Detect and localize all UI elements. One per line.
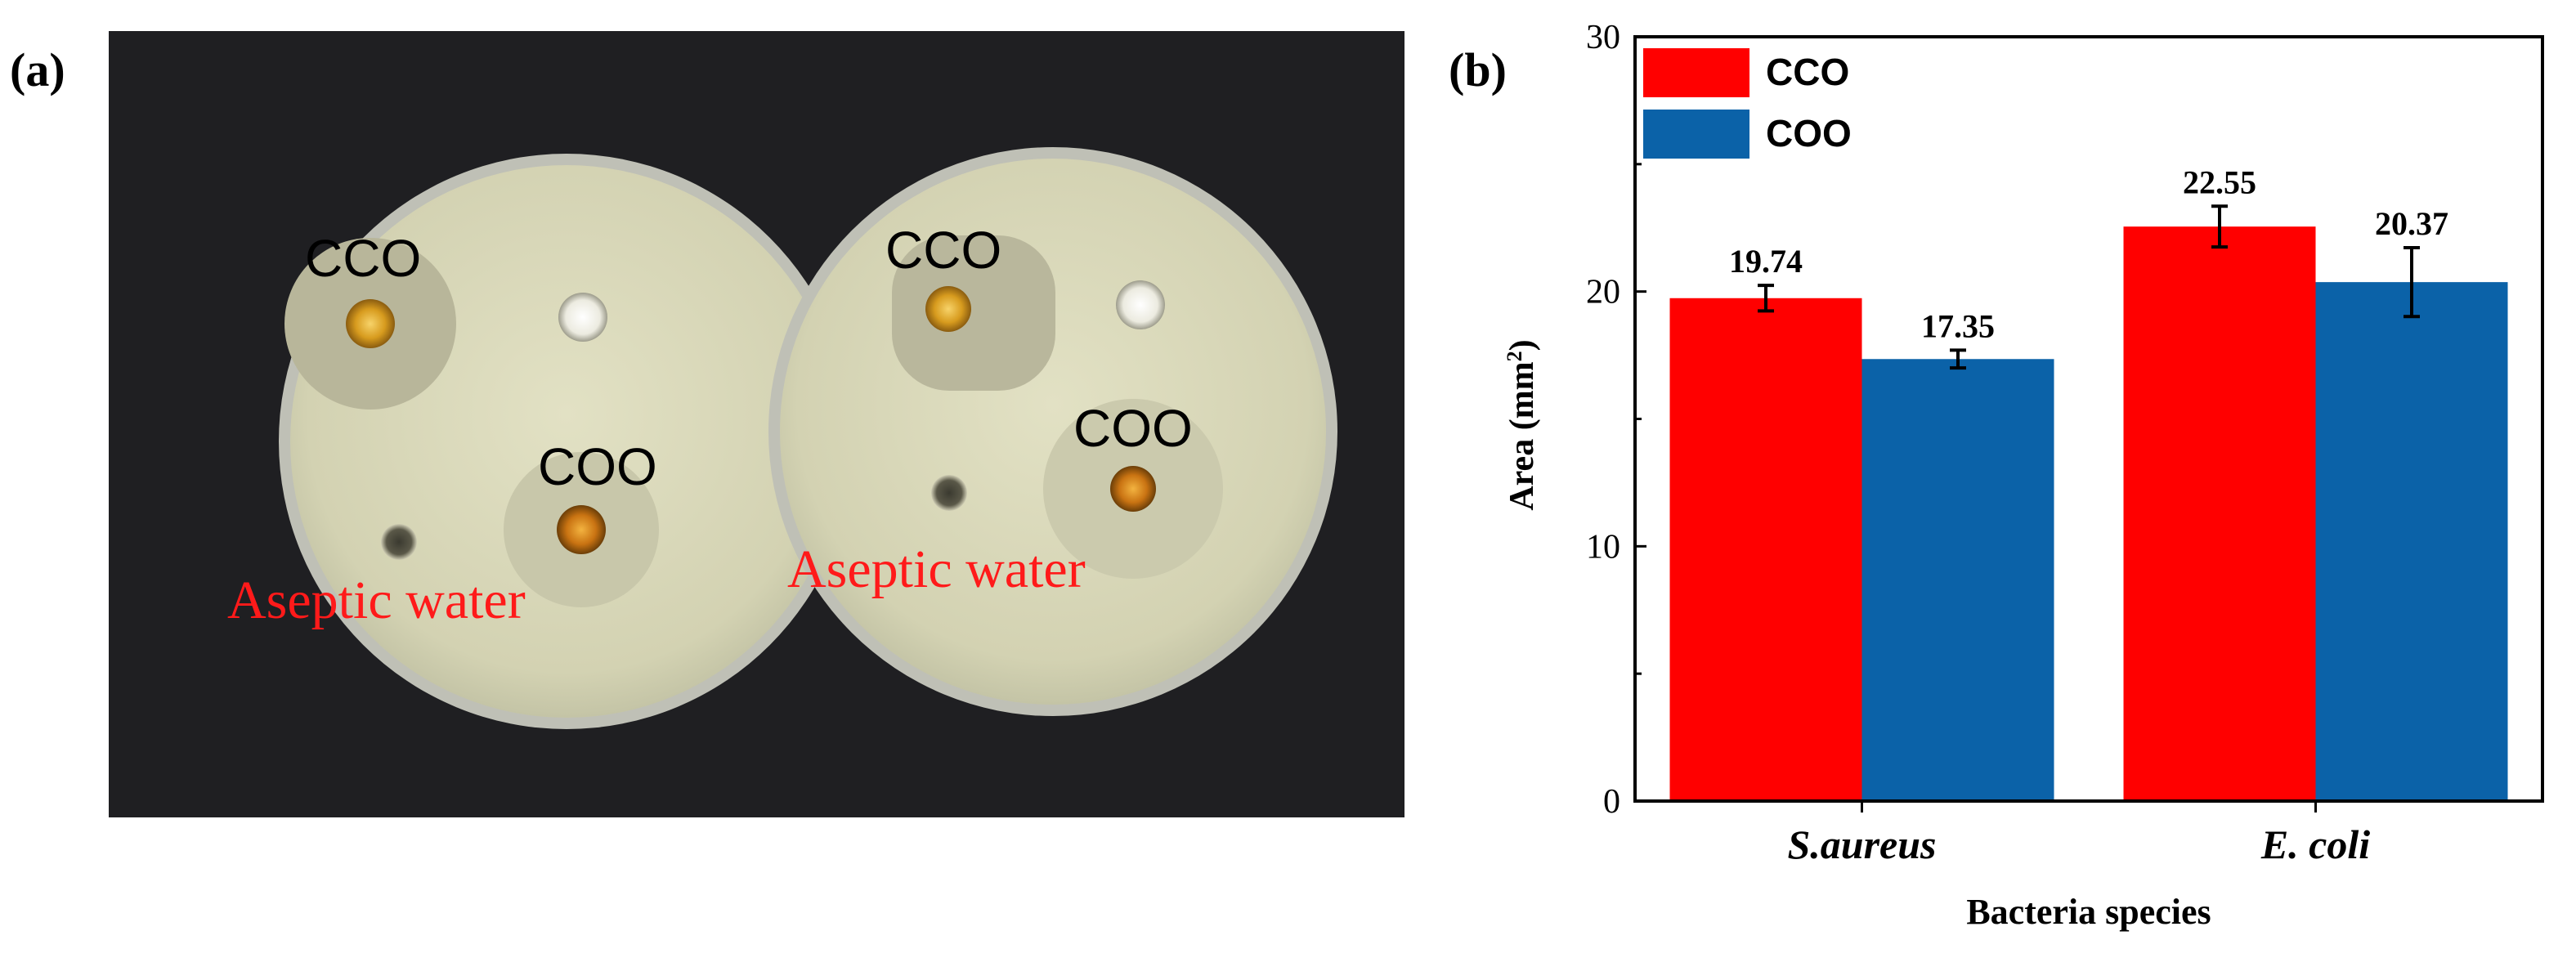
label-cco: CCO xyxy=(305,229,421,288)
well-coo xyxy=(557,505,606,554)
label-coo: COO xyxy=(1073,399,1193,458)
agar-plate-left: CCO COO Aseptic water xyxy=(227,154,854,729)
data-label: 22.55 xyxy=(2183,163,2256,200)
data-label: 20.37 xyxy=(2375,205,2448,242)
well-control-top xyxy=(558,293,607,342)
well-control-top xyxy=(1116,280,1165,329)
y-tick-label: 0 xyxy=(1603,783,1620,821)
data-label: 19.74 xyxy=(1729,243,1803,280)
y-axis-title-close: ) xyxy=(1503,339,1541,351)
x-tick-label: S.aureus xyxy=(1787,821,1936,867)
y-axis-title: Area (mm2) xyxy=(1503,339,1541,510)
data-label: 17.35 xyxy=(1921,307,1995,344)
agar-plates-photo: CCO COO Aseptic water CCO COO Aseptic wa… xyxy=(109,31,1404,817)
legend-label: COO xyxy=(1766,112,1852,154)
label-aseptic-water: Aseptic water xyxy=(787,539,1086,599)
well-aseptic-water xyxy=(931,475,967,511)
y-tick-label: 20 xyxy=(1586,274,1620,311)
x-tick-label: E. coli xyxy=(2260,821,2370,867)
y-axis-title-text: Area (mm xyxy=(1503,361,1541,510)
well-aseptic-water xyxy=(381,524,417,560)
legend-swatch-coo xyxy=(1643,110,1749,159)
bar-chart: 19.74 17.35 S.aureus 22.55 20.37 E. coli 0 10 20… xyxy=(1503,19,2544,932)
legend-label: CCO xyxy=(1766,51,1849,93)
label-aseptic-water: Aseptic water xyxy=(227,571,526,630)
bar-cco-1 xyxy=(2123,226,2316,802)
plot-area: 19.74 17.35 S.aureus 22.55 20.37 E. coli 0 10 20… xyxy=(1586,19,2544,867)
x-axis-title: Bacteria species xyxy=(1966,892,2211,932)
well-cco xyxy=(346,299,395,348)
agar-surface xyxy=(780,159,1326,705)
y-tick-label: 10 xyxy=(1586,528,1620,566)
legend-swatch-cco xyxy=(1643,48,1749,97)
y-axis-title-superscript: 2 xyxy=(1503,351,1526,361)
well-coo xyxy=(1110,466,1156,512)
bar-coo-0 xyxy=(1861,359,2054,802)
panel-label-a: (a) xyxy=(10,43,65,96)
agar-plate-right: CCO COO Aseptic water xyxy=(768,147,1337,716)
panel-label-b: (b) xyxy=(1449,43,1507,96)
label-coo: COO xyxy=(538,437,657,496)
bar-cco-0 xyxy=(1669,298,1862,801)
y-tick-label: 30 xyxy=(1586,19,1620,56)
label-cco: CCO xyxy=(885,221,1001,280)
bar-coo-1 xyxy=(2315,282,2508,801)
well-cco xyxy=(925,286,971,332)
inhibition-zone-cco xyxy=(892,235,1055,391)
